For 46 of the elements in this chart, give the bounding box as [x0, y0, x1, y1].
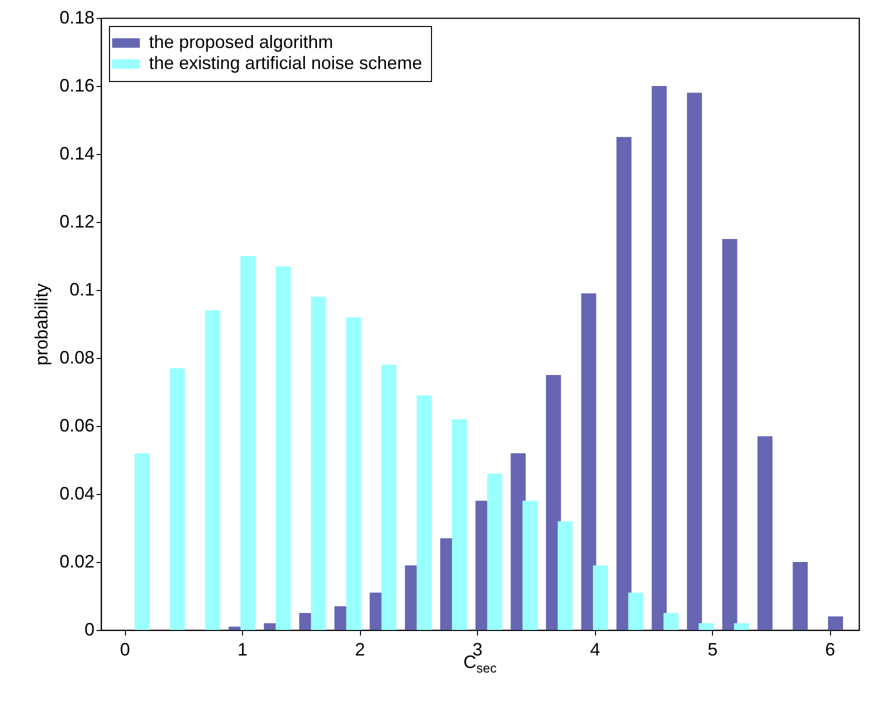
y-tick-label: 0	[84, 620, 94, 640]
bar	[628, 592, 644, 630]
bar	[734, 623, 749, 630]
bar	[828, 616, 843, 630]
y-tick-label: 0.16	[59, 76, 94, 96]
bar	[558, 521, 573, 630]
x-tick-label: 1	[238, 640, 248, 660]
bar	[792, 562, 808, 630]
bar	[487, 474, 502, 630]
bar	[416, 395, 432, 630]
bar	[310, 296, 326, 630]
legend-label: the proposed algorithm	[149, 32, 334, 52]
bar	[240, 256, 256, 630]
x-tick-label: 5	[708, 640, 718, 660]
y-tick-label: 0.18	[59, 8, 94, 28]
bar	[134, 453, 150, 630]
y-tick-label: 0.08	[59, 348, 94, 368]
bar	[663, 613, 678, 630]
x-tick-label: 2	[355, 640, 366, 660]
bar	[452, 419, 467, 630]
bar	[276, 266, 291, 630]
bar	[698, 623, 714, 630]
x-tick-label: 0	[120, 640, 130, 660]
bar	[381, 364, 396, 630]
y-tick-label: 0.06	[59, 416, 94, 436]
x-tick-label: 4	[590, 640, 600, 660]
bar	[686, 92, 702, 630]
bar	[522, 500, 538, 630]
bar	[722, 239, 738, 630]
bar	[616, 137, 632, 630]
y-tick-label: 0.14	[59, 144, 94, 164]
bar	[592, 565, 608, 630]
bar	[757, 436, 772, 630]
y-tick-label: 0.04	[59, 484, 94, 504]
bar	[346, 317, 362, 630]
y-tick-label: 0.12	[59, 212, 94, 232]
y-axis-title: probability	[31, 283, 52, 366]
bar	[170, 368, 185, 630]
x-tick-label: 6	[825, 640, 836, 660]
bar	[581, 293, 596, 630]
y-tick-label: 0.1	[69, 280, 94, 300]
bar	[546, 375, 561, 630]
legend-label: the existing artificial noise scheme	[149, 53, 422, 73]
bar	[652, 86, 667, 630]
bar	[205, 310, 220, 630]
y-tick-label: 0.02	[59, 552, 94, 572]
